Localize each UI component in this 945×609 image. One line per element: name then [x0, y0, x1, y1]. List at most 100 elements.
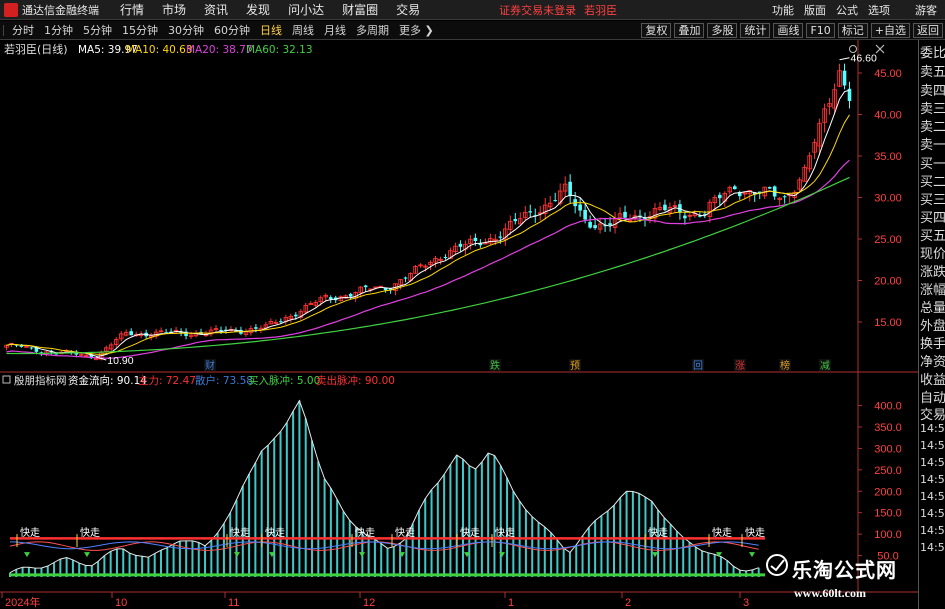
candle-body: [593, 225, 597, 229]
indicator-tick-label: 400.0: [874, 401, 902, 413]
menu-ask[interactable]: 问小达: [288, 3, 325, 17]
menu-function[interactable]: 功能: [772, 4, 794, 17]
overlay-button[interactable]: 叠加: [674, 23, 705, 38]
quote-panel-item[interactable]: 净资: [920, 355, 945, 370]
candle-body: [383, 287, 388, 291]
candle-body: [308, 303, 314, 306]
multi-stock-button[interactable]: 多股: [707, 23, 738, 38]
quote-panel-item[interactable]: 卖四: [920, 84, 945, 99]
candle-body: [703, 213, 707, 215]
price-tick-label: 40.00: [874, 110, 902, 122]
quote-panel-item[interactable]: 现价: [920, 247, 945, 262]
menu-layout[interactable]: 版面: [804, 4, 826, 17]
indicator-tick-label: 150.0: [874, 508, 902, 520]
quote-panel-item[interactable]: 换手: [920, 337, 945, 352]
candle-body: [603, 225, 607, 227]
price-tick-label: 25.00: [874, 234, 902, 246]
candle-body: [118, 333, 124, 340]
login-notice[interactable]: 证券交易未登录: [499, 3, 577, 17]
period-multi[interactable]: 多周期: [356, 24, 389, 37]
candle-body: [547, 202, 553, 208]
menu-market[interactable]: 行情: [120, 3, 145, 17]
quote-panel-item[interactable]: 涨跌: [920, 265, 945, 280]
quote-panel-item[interactable]: 涨幅: [920, 283, 945, 298]
quote-panel-item[interactable]: 卖五: [920, 65, 945, 80]
candle-body: [498, 236, 503, 238]
quote-panel-item[interactable]: 自动: [920, 391, 945, 406]
kline-chart[interactable]: 45.00 40.00 35.00 30.00 25.00 20.00 15.00 400.0…: [0, 40, 918, 609]
quote-panel-item[interactable]: 买四: [920, 211, 945, 226]
signal-label: 快走: [495, 527, 515, 539]
quote-panel-item[interactable]: 14:56: [920, 490, 945, 503]
period-daily[interactable]: 日线: [260, 24, 282, 37]
period-1min[interactable]: 1分钟: [44, 24, 73, 37]
signal-label: 快走: [355, 527, 375, 539]
indicator-tick-label: 100.0: [874, 529, 902, 541]
menu-exchange[interactable]: 市场: [162, 3, 187, 17]
buy-arrow-icon: [716, 552, 722, 558]
period-weekly[interactable]: 周线: [292, 24, 314, 37]
candle-body: [782, 196, 787, 198]
menu-wealth[interactable]: 财富圈: [342, 3, 379, 17]
quote-panel-item[interactable]: 14:56: [920, 507, 945, 520]
quote-panel-item[interactable]: 卖二: [920, 120, 945, 135]
candle-body: [468, 238, 473, 245]
period-15min[interactable]: 15分钟: [122, 24, 158, 37]
period-5min[interactable]: 5分钟: [83, 24, 112, 37]
price-tick-label: 20.00: [874, 276, 902, 288]
candle-body: [732, 186, 737, 190]
candle-body: [623, 211, 627, 218]
add-watchlist-button[interactable]: +自选: [870, 23, 910, 38]
period-60min[interactable]: 60分钟: [214, 24, 250, 37]
menu-trade[interactable]: 交易: [396, 3, 421, 17]
ma-label: MA20: 38.77: [186, 44, 253, 56]
low-marker: [96, 356, 107, 361]
menu-formula[interactable]: 公式: [836, 4, 858, 17]
quote-panel-item[interactable]: 买二: [920, 175, 945, 190]
quote-panel-item[interactable]: 14:56: [920, 439, 945, 452]
back-button[interactable]: 返回: [913, 23, 943, 38]
quote-panel-item[interactable]: 买三: [920, 193, 945, 208]
quote-panel-item[interactable]: 卖一: [920, 138, 945, 153]
quote-panel-item[interactable]: 14:56: [920, 524, 945, 537]
candle-body: [777, 197, 782, 201]
period-more[interactable]: 更多 ❯: [399, 24, 434, 37]
candle-body: [403, 277, 408, 279]
candle-body: [707, 201, 713, 217]
menu-options[interactable]: 选项: [868, 4, 890, 17]
indicator-value-label: 散户: 73.58: [195, 374, 253, 387]
period-monthly[interactable]: 月线: [324, 24, 346, 37]
quote-panel-item[interactable]: 委比: [920, 46, 945, 61]
indicator-name: 殷朋指标网: [14, 374, 67, 387]
period-30min[interactable]: 30分钟: [168, 24, 204, 37]
event-mark: 减: [820, 360, 830, 372]
quote-panel-item[interactable]: 14:56: [920, 422, 945, 435]
indicator-tick-label: 50.0: [877, 551, 898, 563]
candle-body: [797, 179, 802, 190]
f10-button[interactable]: F10: [806, 23, 835, 38]
quote-panel-item[interactable]: 买五: [920, 229, 945, 244]
restore-right-button[interactable]: 复权: [641, 23, 672, 38]
quote-panel-item[interactable]: 总量: [920, 301, 945, 316]
mark-button[interactable]: 标记: [837, 23, 868, 38]
quote-panel-item[interactable]: 卖三: [920, 102, 945, 117]
menu-news[interactable]: 资讯: [204, 3, 229, 17]
quote-panel-item[interactable]: 14:56: [920, 456, 945, 469]
menu-discover[interactable]: 发现: [246, 3, 271, 17]
quote-panel-item[interactable]: 收益: [920, 373, 945, 388]
event-mark-box: [692, 359, 704, 371]
quote-panel-item[interactable]: 交易: [920, 408, 945, 423]
signal-label: 快走: [712, 527, 732, 539]
period-timeshare[interactable]: 分时: [12, 24, 34, 37]
guest-user[interactable]: 游客: [915, 4, 937, 17]
quote-panel-item[interactable]: 14:56: [920, 541, 945, 554]
candle-body: [328, 297, 333, 300]
settings-icon: [849, 45, 857, 53]
candle-body: [842, 70, 847, 86]
quote-panel-item[interactable]: 14:56: [920, 473, 945, 486]
quote-panel-item[interactable]: 买一: [920, 157, 945, 172]
stats-button[interactable]: 统计: [740, 23, 771, 38]
draw-line-button[interactable]: 画线: [773, 23, 804, 38]
candle-body: [158, 330, 164, 333]
quote-panel-item[interactable]: 外盘: [920, 319, 945, 334]
